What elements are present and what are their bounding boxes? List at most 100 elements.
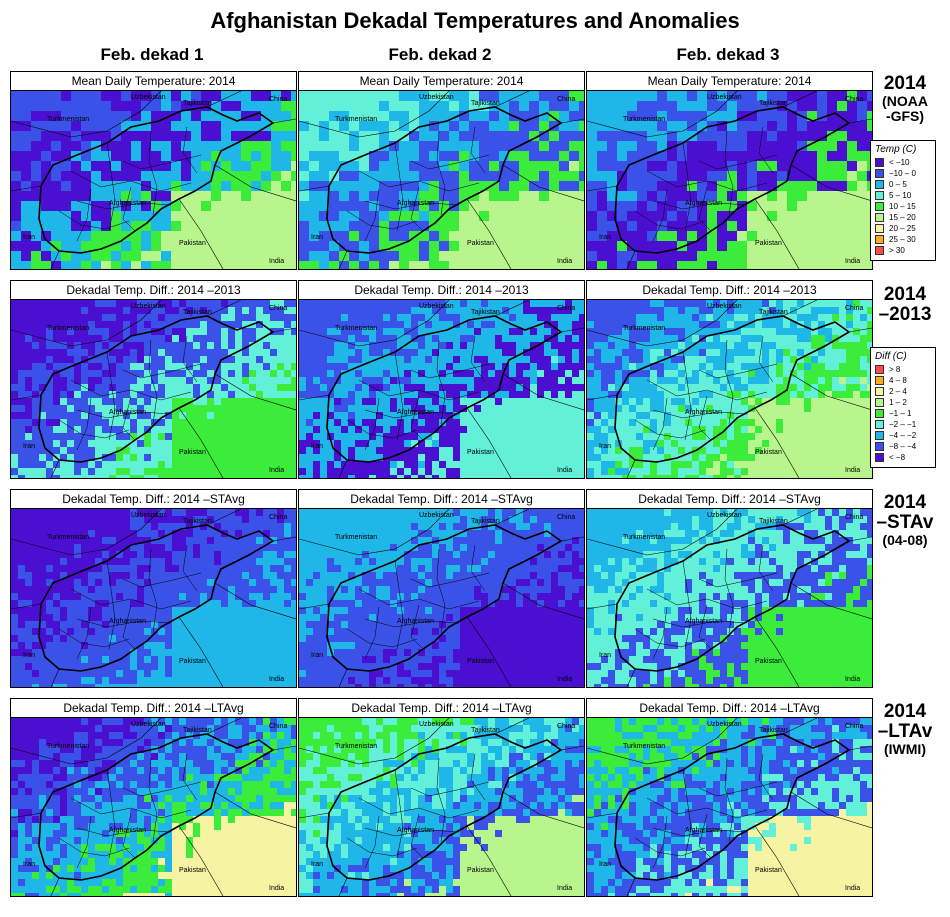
map-grid-cell	[572, 391, 579, 398]
map-grid-cell	[495, 391, 502, 398]
map-grid-cell	[667, 261, 677, 269]
map-grid-cell	[284, 314, 291, 321]
map-grid-cell	[186, 314, 193, 321]
map-grid-cell	[53, 468, 60, 475]
map-grid-cell	[95, 433, 102, 440]
map-grid-cell	[74, 328, 81, 335]
map-grid-cell	[158, 461, 165, 468]
map-grid-cell	[102, 461, 109, 468]
map-grid-cell	[615, 405, 622, 412]
map-grid-cell	[359, 111, 369, 121]
map-grid-cell	[657, 405, 664, 412]
map-grid-cell	[171, 91, 181, 101]
map-grid-cell	[399, 151, 409, 161]
map-grid-cell	[137, 391, 144, 398]
map-grid-cell	[221, 433, 228, 440]
map-grid-cell	[811, 405, 818, 412]
map-grid-cell	[172, 391, 179, 398]
map-grid-cell	[131, 221, 141, 231]
afghanistan-outline	[38, 106, 275, 254]
map-grid-cell	[549, 151, 559, 161]
map-grid-cell	[18, 391, 25, 398]
map-grid-cell	[25, 426, 32, 433]
map-grid-cell	[748, 342, 755, 349]
map-grid-cell	[707, 111, 717, 121]
map-grid-cell	[720, 440, 727, 447]
map-grid-cell	[516, 335, 523, 342]
map-grid-cell	[31, 171, 41, 181]
map-grid-cell	[181, 161, 191, 171]
map-grid-cell	[657, 433, 664, 440]
map-grid-cell	[867, 131, 872, 141]
map-grid-cell	[460, 440, 467, 447]
map-grid-cell	[270, 475, 277, 478]
map-grid-cell	[261, 241, 271, 251]
map-grid-cell	[615, 391, 622, 398]
map-grid-cell	[241, 101, 251, 111]
map-grid-cell	[523, 314, 530, 321]
map-grid-cell	[664, 475, 671, 478]
map-grid-cell	[594, 321, 601, 328]
map-grid-cell	[320, 433, 327, 440]
map-grid-cell	[558, 475, 565, 478]
map-grid-cell	[860, 454, 867, 461]
map-grid-cell	[608, 475, 615, 478]
map-grid-cell	[235, 342, 242, 349]
map-grid-cell	[221, 191, 231, 201]
map-grid-cell	[25, 391, 32, 398]
map-grid-cell	[860, 412, 867, 419]
map-grid-cell	[313, 398, 320, 405]
map-grid-cell	[151, 151, 161, 161]
map-grid-cell	[783, 440, 790, 447]
map-grid-cell	[687, 181, 697, 191]
map-grid-cell	[11, 384, 18, 391]
map-grid-cell	[390, 328, 397, 335]
map-grid-cell	[807, 111, 817, 121]
map-grid-cell	[657, 161, 667, 171]
map-grid-cell	[404, 314, 411, 321]
map-grid-cell	[165, 405, 172, 412]
map-grid-cell	[657, 211, 667, 221]
map-grid-cell	[39, 377, 46, 384]
map-grid-cell	[839, 454, 846, 461]
map-grid-cell	[11, 349, 18, 356]
map-grid-cell	[319, 231, 329, 241]
map-grid-cell	[502, 370, 509, 377]
map-grid-cell	[439, 349, 446, 356]
map-grid-cell	[341, 363, 348, 370]
map-grid-cell	[474, 475, 481, 478]
map-grid-cell	[211, 231, 221, 241]
map-grid-cell	[837, 171, 847, 181]
province-border	[646, 170, 768, 192]
map-grid-cell	[313, 384, 320, 391]
map-grid-cell	[439, 307, 446, 314]
map-grid-cell	[572, 384, 579, 391]
map-grid-cell	[418, 468, 425, 475]
map-grid-cell	[530, 426, 537, 433]
map-grid-cell	[776, 314, 783, 321]
map-grid-cell	[261, 121, 271, 131]
map-grid-cell	[637, 151, 647, 161]
map-grid-cell	[88, 377, 95, 384]
map-grid-cell	[171, 191, 181, 201]
map-grid-cell	[221, 241, 231, 251]
map-grid-cell	[846, 349, 853, 356]
map-grid-cell	[71, 111, 81, 121]
map-grid-cell	[376, 398, 383, 405]
map-grid-cell	[109, 307, 116, 314]
map-grid-cell	[25, 516, 32, 523]
map-grid-cell	[11, 91, 21, 101]
map-grid-cell	[39, 342, 46, 349]
map-grid-cell	[439, 468, 446, 475]
map-grid-cell	[453, 321, 460, 328]
map-grid-cell	[597, 141, 607, 151]
map-grid-cell	[25, 321, 32, 328]
map-grid-cell	[130, 412, 137, 419]
map-grid-cell	[193, 509, 200, 516]
map-grid-cell	[495, 433, 502, 440]
map-grid-cell	[141, 121, 151, 131]
map-grid-cell	[251, 211, 261, 221]
map-grid-cell	[81, 468, 88, 475]
map-grid-cell	[130, 433, 137, 440]
map-grid-cell	[207, 342, 214, 349]
